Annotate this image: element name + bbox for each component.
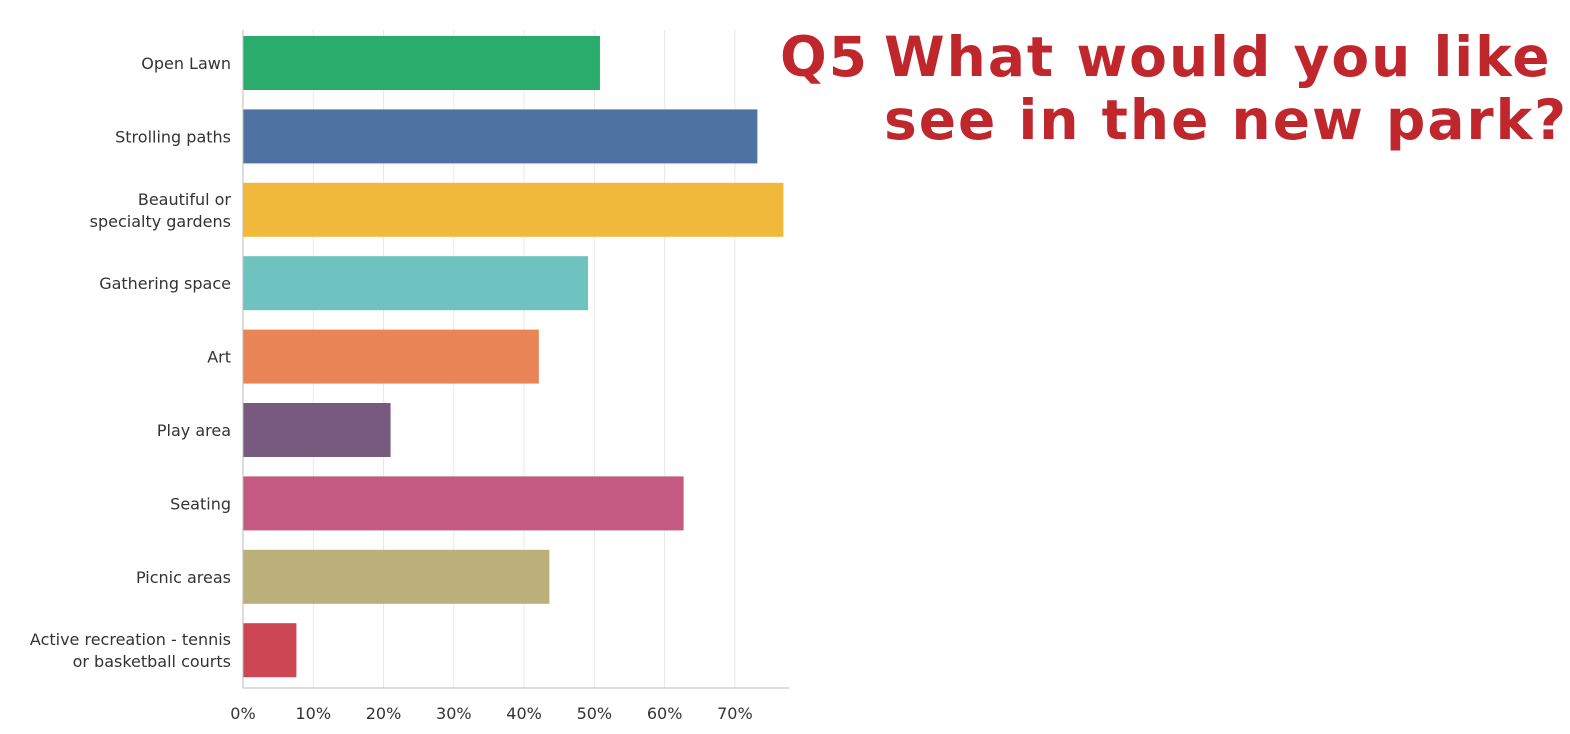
bar	[243, 623, 297, 678]
bar	[243, 549, 550, 604]
bars	[243, 36, 784, 678]
category-label: Art	[207, 348, 231, 367]
bar	[243, 36, 600, 90]
category-label: Play area	[157, 421, 231, 440]
category-label: Open Lawn	[141, 54, 231, 73]
bar	[243, 109, 758, 164]
bar-chart: Open Lawn Strolling paths Beautiful or spec…	[30, 30, 789, 723]
x-tick-label: 30%	[436, 704, 472, 723]
bar	[243, 182, 784, 237]
x-tick-label: 0%	[230, 704, 255, 723]
x-tick-label: 70%	[717, 704, 753, 723]
category-label: Active recreation - tennis or basketball …	[30, 630, 231, 671]
x-tick-label: 60%	[647, 704, 683, 723]
category-label: Picnic areas	[136, 568, 231, 587]
x-tick-labels: 0% 10% 20% 30% 40% 50% 60% 70%	[230, 704, 752, 723]
bar	[243, 329, 539, 384]
bar	[243, 256, 589, 311]
category-label: Beautiful or specialty gardens	[90, 190, 232, 231]
category-label: Gathering space	[99, 274, 231, 293]
x-tick-label: 10%	[295, 704, 331, 723]
x-tick-label: 40%	[506, 704, 542, 723]
bar	[243, 403, 391, 457]
bar	[243, 476, 684, 531]
question-number: Q5	[780, 25, 870, 89]
category-label: Strolling paths	[115, 127, 231, 146]
category-labels: Open Lawn Strolling paths Beautiful or spec…	[30, 54, 232, 671]
category-label: Seating	[170, 494, 231, 513]
axes	[242, 30, 789, 689]
x-tick-label: 50%	[577, 704, 613, 723]
title-line-1: What would you like to	[884, 25, 1570, 89]
title-line-2: see in the new park?	[884, 88, 1569, 152]
x-tick-label: 20%	[366, 704, 402, 723]
